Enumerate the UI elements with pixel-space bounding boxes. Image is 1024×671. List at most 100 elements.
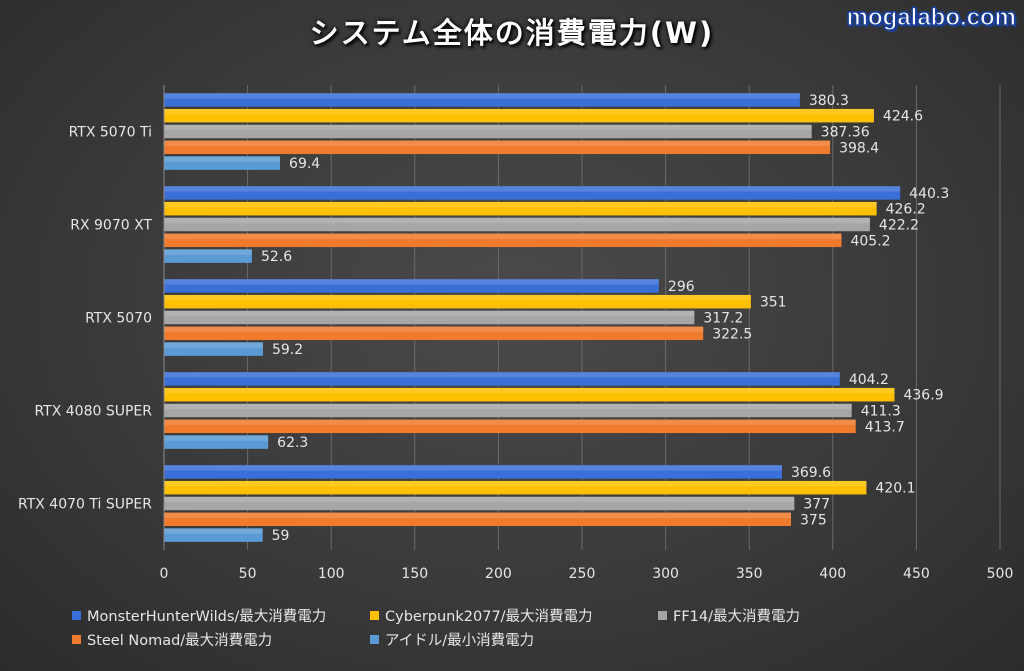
x-tick-label: 500 [987,566,1014,582]
bar [164,201,877,216]
bar-highlight [164,279,659,285]
legend-row: MonsterHunterWilds/最大消費電力 Cyberpunk2077/最… [72,603,1012,627]
bar [164,156,281,170]
data-label: 411.3 [861,404,901,420]
bar [164,310,695,325]
bar [164,465,782,479]
data-label: 420.1 [875,481,915,497]
bar-highlight [164,108,874,115]
category-label: RTX 4070 Ti SUPER [18,497,152,513]
bar-highlight [164,512,791,518]
data-label: 405.2 [850,233,890,249]
data-label: 387.36 [821,125,870,141]
data-label: 436.9 [903,388,943,404]
bar [164,528,263,542]
bar [164,326,704,341]
data-label: 375 [800,512,827,528]
bar [164,279,659,293]
data-label: 413.7 [865,419,905,435]
legend-item: Steel Nomad/最大消費電力 [72,629,370,650]
bar-highlight [164,201,877,208]
bar-highlight [164,186,901,192]
x-tick-label: 100 [318,566,345,582]
bar-highlight [164,419,856,425]
bar-highlight [164,310,695,317]
category-label: RTX 4080 SUPER [34,404,152,420]
data-label: 426.2 [886,202,926,218]
category-label: RX 9070 XT [70,218,152,234]
x-tick-label: 50 [239,566,257,582]
data-label: 69.4 [289,156,320,172]
bar [164,249,252,263]
legend-item: アイドル/最小消費電力 [370,629,658,650]
bar-highlight [164,528,263,534]
x-tick-label: 300 [652,566,679,582]
bar [164,342,263,356]
legend-swatch [72,634,81,644]
data-label: 317.2 [703,311,743,327]
bar [164,140,831,155]
legend-label: Steel Nomad/最大消費電力 [87,632,273,649]
bar-highlight [164,249,252,255]
bar-highlight [164,233,842,239]
bar [164,512,791,527]
legend-label: MonsterHunterWilds/最大消費電力 [87,608,327,625]
bar-highlight [164,217,870,224]
bar [164,372,840,386]
bar-highlight [164,294,751,301]
legend-swatch [370,610,379,620]
bar [164,233,842,248]
legend-label: アイドル/最小消費電力 [385,632,535,649]
bar-highlight [164,496,795,503]
bar [164,217,870,232]
legend-row: Steel Nomad/最大消費電力 アイドル/最小消費電力 [72,627,1012,651]
bar [164,186,901,200]
data-label: 296 [668,279,695,295]
data-label: 398.4 [839,140,879,156]
legend-swatch [658,610,667,620]
bar-highlight [164,326,704,332]
bar [164,93,800,107]
bar-highlight [164,93,800,99]
data-label: 440.3 [909,186,949,202]
x-tick-label: 450 [903,566,930,582]
bar [164,496,795,511]
category-label: RTX 5070 [85,311,152,327]
watermark-logo: mogalabo.com [846,3,1017,31]
bar-highlight [164,435,269,441]
chart-title: システム全体の消費電力(W) [309,16,715,50]
legend-label: FF14/最大消費電力 [673,608,801,625]
data-label: 404.2 [849,372,889,388]
data-label: 377 [803,497,830,513]
data-label: 322.5 [712,326,752,342]
bar-highlight [164,465,782,471]
data-label: 369.6 [791,465,831,481]
bar [164,387,895,402]
bar [164,108,874,123]
x-tick-label: 250 [569,566,596,582]
x-tick-label: 150 [401,566,428,582]
bar-highlight [164,124,812,131]
bar-series [164,93,901,542]
data-label: 59.2 [272,342,303,358]
axes: 0 50 100 150 200 250 300 350 400 450 500 RTX 5070 T… [18,85,1013,582]
bar [164,124,812,139]
x-tick-label: 200 [485,566,512,582]
bar-highlight [164,403,852,410]
data-label: 62.3 [277,435,308,451]
bar-highlight [164,140,831,146]
x-tick-label: 0 [160,566,169,582]
data-label: 380.3 [809,93,849,109]
bar-highlight [164,156,281,162]
legend-label: Cyberpunk2077/最大消費電力 [385,608,593,625]
legend-swatch [370,634,379,644]
legend-swatch [72,610,81,620]
bar [164,294,751,309]
bar-highlight [164,342,263,348]
legend-item: FF14/最大消費電力 [658,605,958,626]
bar-highlight [164,387,895,394]
bar-highlight [164,372,840,378]
legend-item: Cyberpunk2077/最大消費電力 [370,605,658,626]
